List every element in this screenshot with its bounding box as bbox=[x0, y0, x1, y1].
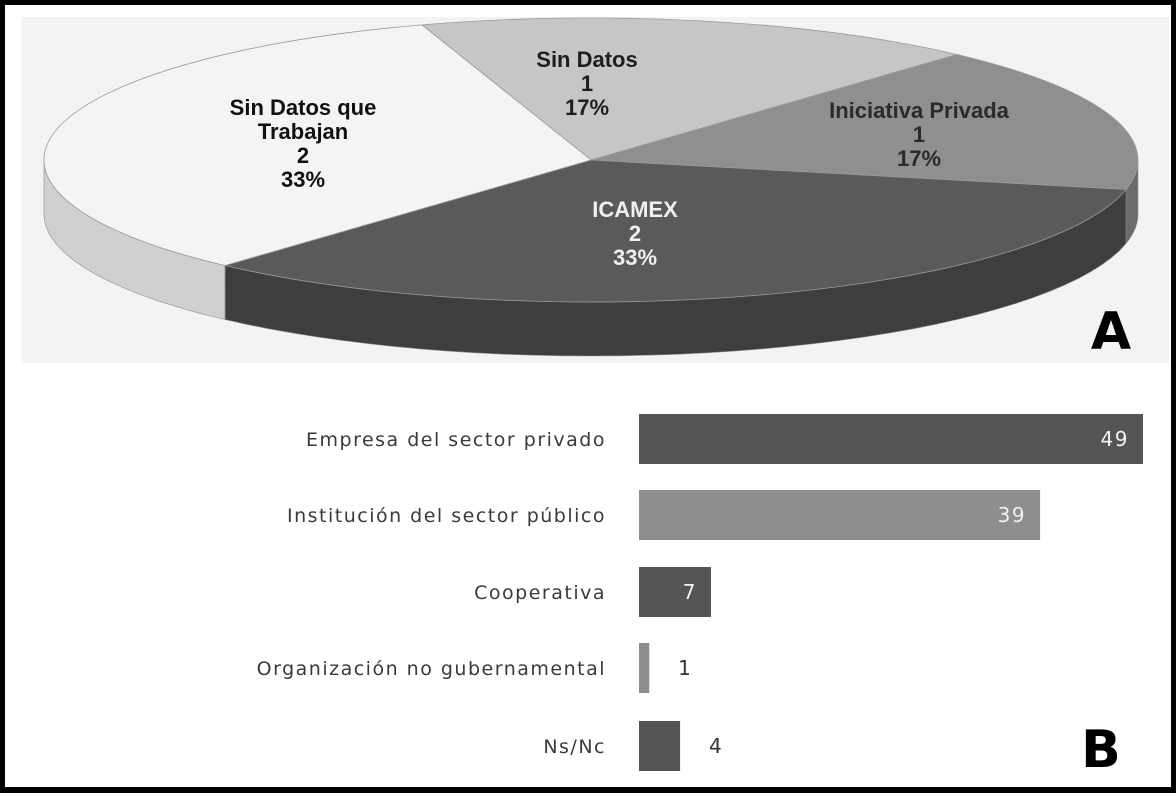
pie-label-0: Sin Datos 1 17% bbox=[536, 47, 637, 120]
bar-value-label-2: 7 bbox=[683, 580, 697, 604]
bar-value-label-4: 4 bbox=[709, 734, 723, 758]
pie-slice-3 bbox=[43, 24, 592, 266]
bar-2 bbox=[639, 567, 711, 617]
pie-chart: Sin Datos 1 17% Iniciativa Privada 1 17% ICAME… bbox=[43, 17, 1139, 362]
pie-slice-0 bbox=[420, 17, 959, 161]
bar-value-label-1: 39 bbox=[998, 503, 1026, 527]
pie-label-1: Iniciativa Privada 1 17% bbox=[829, 98, 1010, 171]
pie-chart-panel: Sin Datos 1 17% Iniciativa Privada 1 17% ICAME… bbox=[21, 17, 1169, 363]
bar-category-label-0: Empresa del sector privado bbox=[306, 429, 606, 451]
pie-slice-1 bbox=[590, 54, 1139, 190]
bar-1 bbox=[639, 490, 1041, 540]
bar-chart: Empresa del sector privado 49 Institución … bbox=[257, 414, 1143, 780]
bar-value-label-0: 49 bbox=[1101, 427, 1129, 451]
bar-category-label-3: Organización no gubernamental bbox=[257, 658, 606, 680]
pie-label-3: Sin Datos que Trabajan 2 33% bbox=[230, 95, 377, 192]
bar-category-label-2: Cooperativa bbox=[474, 582, 606, 604]
panel-label-b: B bbox=[1081, 720, 1121, 780]
bar-category-label-1: Institución del sector público bbox=[287, 505, 606, 527]
bar-3 bbox=[639, 643, 650, 693]
bar-category-label-4: Ns/Nc bbox=[543, 736, 606, 758]
pie-slice-2 bbox=[223, 159, 1127, 303]
bar-chart-panel: Empresa del sector privado 49 Institución … bbox=[21, 371, 1169, 791]
bar-value-label-3: 1 bbox=[678, 656, 692, 680]
panel-label-a: A bbox=[1091, 302, 1131, 362]
bar-0 bbox=[639, 414, 1143, 464]
bar-4 bbox=[639, 721, 681, 771]
pie-label-2: ICAMEX 2 33% bbox=[592, 197, 678, 270]
